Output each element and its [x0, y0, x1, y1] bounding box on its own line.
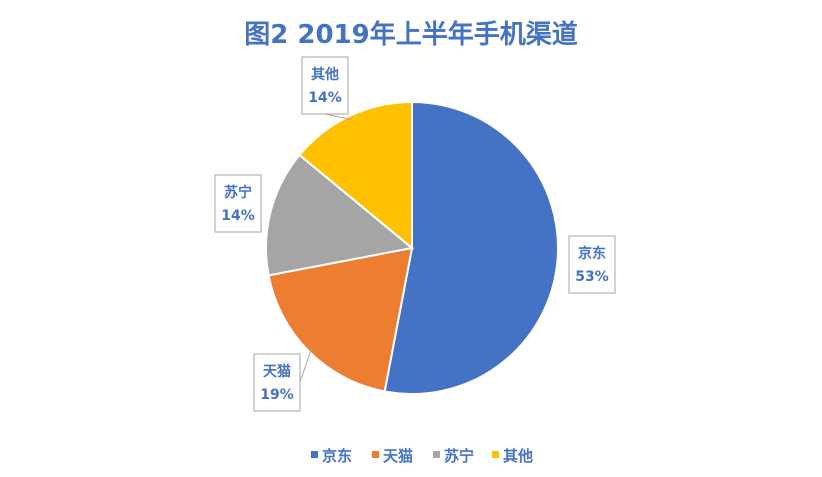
- legend-label-3: 苏宁: [444, 447, 474, 465]
- leader-line-2: [299, 348, 313, 383]
- data-label-value-2: 19%: [260, 387, 294, 403]
- chart-title: 图2 2019年上半年手机渠道: [244, 19, 578, 50]
- legend-swatch-2: [372, 451, 379, 458]
- legend-label-4: 其他: [503, 447, 533, 465]
- legend-label-1: 京东: [322, 447, 352, 465]
- data-labels: 京东 53% 天猫 19% 苏宁 14% 其他 14%: [214, 56, 616, 412]
- data-label-value-3: 14%: [221, 208, 255, 224]
- data-label-box-4: [301, 56, 349, 115]
- pie-slice-2: [267, 246, 414, 393]
- data-label-box-2: [253, 353, 301, 412]
- data-label-value-1: 53%: [575, 269, 609, 285]
- legend-swatch-4: [492, 451, 499, 458]
- legend-swatch-3: [433, 451, 440, 458]
- legend-swatch-1: [311, 451, 318, 458]
- data-label-box-3: [214, 174, 262, 233]
- leader-line-4: [324, 113, 352, 121]
- leader-lines: [299, 113, 352, 383]
- data-label-name-4: 其他: [311, 66, 339, 83]
- pie-slices: [265, 100, 559, 395]
- data-label-name-3: 苏宁: [224, 184, 252, 201]
- data-label-value-4: 14%: [308, 90, 342, 106]
- legend: 京东 天猫 苏宁 其他: [311, 447, 533, 465]
- data-label-box-1: [568, 235, 616, 294]
- data-label-name-1: 京东: [578, 245, 606, 262]
- pie-slice-3: [265, 153, 415, 277]
- pie-slice-1: [383, 100, 559, 395]
- pie-slice-4: [298, 100, 413, 251]
- legend-label-2: 天猫: [383, 447, 413, 465]
- data-label-name-2: 天猫: [263, 363, 291, 380]
